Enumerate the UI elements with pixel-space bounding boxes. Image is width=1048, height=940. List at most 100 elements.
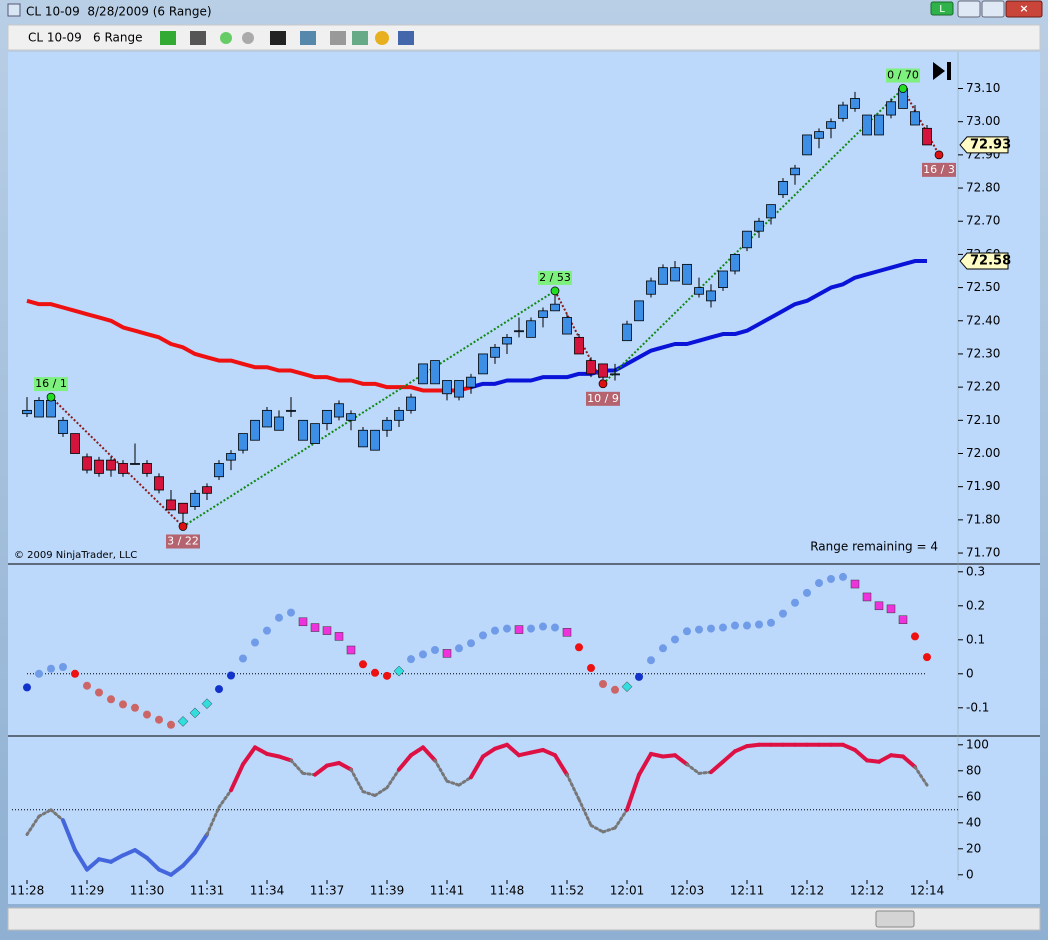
- stochastic-line: [265, 751, 281, 759]
- pivot-label-box: [586, 391, 620, 406]
- oscillator-dot: [874, 601, 884, 611]
- oscillator-dot: [803, 588, 811, 597]
- stochastic-line: [469, 754, 485, 780]
- order-button[interactable]: [375, 31, 389, 45]
- pivot-dot: [178, 522, 188, 531]
- go-to-end-button[interactable]: [933, 62, 951, 80]
- y-tick-label: 0: [966, 666, 974, 680]
- indicator-button[interactable]: [352, 31, 368, 45]
- candle-body: [838, 104, 848, 119]
- instrument-selector[interactable]: CL 10-09: [28, 31, 82, 45]
- stochastic-line: [85, 857, 101, 872]
- stochastic-line: [853, 748, 869, 763]
- candle-body: [142, 463, 152, 474]
- oscillator-dot: [442, 649, 452, 658]
- candle-body: [502, 336, 512, 345]
- candle-body: [370, 429, 380, 451]
- zigzag-line: [50, 396, 184, 528]
- candle-body: [202, 486, 212, 494]
- oscillator-dot: [621, 681, 633, 693]
- oscillator-dot: [177, 716, 189, 727]
- stochastic-line: [349, 768, 365, 794]
- oscillator-dot: [71, 669, 79, 678]
- oscillator-dot: [659, 644, 667, 653]
- zoom-in-button[interactable]: [220, 32, 232, 44]
- candle-body: [130, 463, 140, 465]
- close-icon: ×: [1019, 2, 1028, 15]
- y-tick-label: 72.80: [966, 181, 1000, 195]
- y-tick-label: 72.20: [966, 380, 1000, 394]
- moving-average: [470, 259, 927, 390]
- zoom-out-button[interactable]: [242, 32, 254, 44]
- x-tick-label: 11:29: [70, 884, 105, 898]
- candle-body: [538, 310, 548, 318]
- oscillator-dot: [239, 654, 247, 663]
- price-marker-label: 72.58: [970, 254, 1011, 269]
- minimize-button[interactable]: [957, 0, 981, 18]
- pivot-label-box: [166, 534, 200, 549]
- oscillator-dot: [143, 710, 151, 719]
- y-tick-label: 71.90: [966, 479, 1000, 493]
- candle-body: [466, 376, 476, 388]
- oscillator-dot: [562, 628, 572, 637]
- stochastic-line: [565, 773, 581, 801]
- candle-body: [226, 453, 236, 461]
- crosshair-button[interactable]: [270, 31, 286, 45]
- oscillator-dot: [455, 644, 463, 653]
- candle-body: [82, 456, 92, 471]
- stochastic-line: [397, 753, 413, 772]
- properties-button[interactable]: [300, 31, 316, 45]
- data-box-button[interactable]: [398, 31, 414, 45]
- chart-style-button[interactable]: [160, 31, 176, 45]
- pivot-dot: [550, 286, 560, 296]
- stochastic-line: [661, 753, 677, 759]
- scroll-thumb[interactable]: [875, 910, 915, 928]
- badge: L: [939, 4, 945, 15]
- candle-body: [730, 254, 740, 272]
- stochastic-line: [193, 832, 209, 855]
- candle-body: [118, 463, 128, 474]
- badge-button[interactable]: [930, 1, 954, 16]
- period-selector[interactable]: 6 Range: [93, 31, 142, 45]
- oscillator-dot: [23, 683, 31, 692]
- oscillator-dot: [779, 609, 787, 618]
- x-tick-label: 12:12: [850, 884, 885, 898]
- candle-body: [634, 300, 644, 322]
- stochastic-line: [157, 867, 173, 877]
- oscillator-dot: [263, 626, 271, 635]
- candle-body: [286, 409, 296, 412]
- stochastic-line: [697, 770, 713, 775]
- stochastic-line: [205, 805, 221, 836]
- scrollbar[interactable]: [7, 907, 1041, 931]
- stochastic-line: [589, 823, 605, 834]
- strategy-button[interactable]: [330, 31, 346, 45]
- y-tick-label: 71.80: [966, 512, 1000, 526]
- pivot-dot: [898, 84, 908, 93]
- candle-body: [22, 409, 32, 415]
- oscillator-dot: [683, 627, 691, 636]
- price-marker-label: 72.93: [970, 137, 1011, 152]
- x-tick-label: 11:37: [310, 884, 345, 898]
- stochastic-line: [517, 750, 533, 758]
- candle-body: [406, 396, 416, 411]
- maximize-button[interactable]: [981, 0, 1005, 18]
- x-tick-label: 11:30: [130, 884, 165, 898]
- oscillator-dot: [587, 664, 595, 673]
- oscillator-dot: [59, 663, 67, 671]
- toolbar: [7, 24, 1041, 51]
- x-tick-label: 11:41: [430, 884, 465, 898]
- candle-body: [742, 230, 752, 249]
- draw-button[interactable]: [190, 31, 206, 45]
- candle-body: [154, 476, 164, 491]
- x-tick-label: 12:03: [670, 884, 705, 898]
- candle-body: [94, 459, 104, 474]
- stochastic-line: [289, 758, 305, 775]
- candle-body: [778, 181, 788, 196]
- close-button[interactable]: [1005, 0, 1043, 18]
- pivot-label-box: [34, 377, 68, 392]
- candle-body: [550, 303, 560, 312]
- oscillator-dot: [850, 579, 860, 589]
- stochastic-line: [121, 848, 137, 858]
- oscillator-dot: [47, 664, 55, 673]
